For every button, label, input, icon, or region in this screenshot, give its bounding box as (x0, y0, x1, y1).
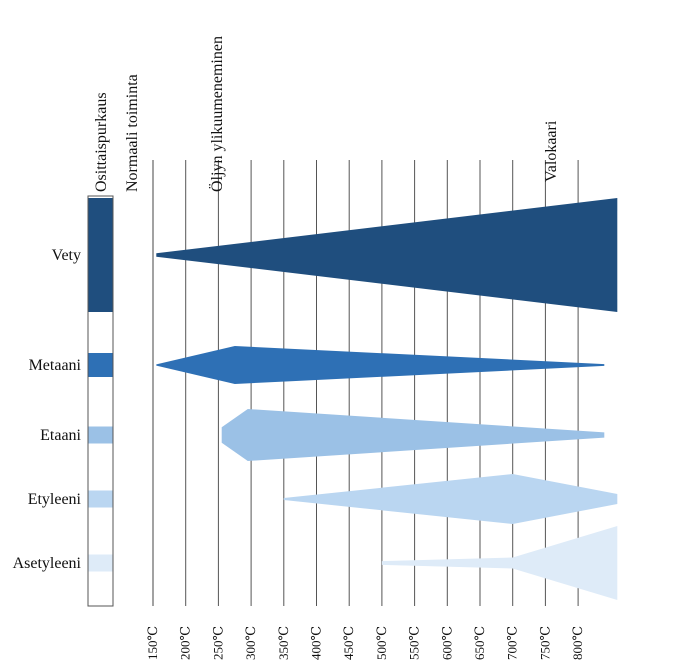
oil-overheating-label: Öljyn ylikuumeneminen (208, 36, 226, 192)
gas-wedge-etyleeni (283, 474, 618, 524)
gas-wedge-etaani (221, 409, 605, 461)
gas-label-vety: Vety (52, 247, 81, 264)
partial-discharge-column (87, 195, 114, 607)
tick-label: 500℃ (374, 626, 389, 660)
gas-wedge-asetyleeni (381, 526, 618, 600)
tick-label: 750℃ (537, 626, 552, 660)
gas-label-asetyleeni: Asetyleeni (13, 555, 82, 572)
tick-label: 150℃ (145, 626, 160, 660)
tick-label: 650℃ (472, 626, 487, 660)
gas-label-etaani: Etaani (40, 427, 81, 444)
tick-label: 800℃ (570, 626, 585, 660)
tick-label: 450℃ (341, 626, 356, 660)
tick-label: 350℃ (276, 626, 291, 660)
normal-operation-label: Normaali toiminta (124, 74, 141, 192)
tick-label: 600℃ (439, 626, 454, 660)
partial-discharge-bars (88, 198, 113, 572)
gas-label-etyleeni: Etyleeni (28, 491, 82, 508)
tick-label: 250℃ (210, 626, 225, 660)
tick-label: 550℃ (407, 626, 422, 660)
temperature-tick-labels: 150℃ 200℃ 250℃ 300℃ 350℃ 400℃ 450℃ 500℃ 550℃ 600℃… (145, 626, 585, 660)
pd-bar-vety (88, 198, 113, 312)
gas-wedges (156, 198, 618, 600)
pd-bar-etaani (88, 426, 113, 444)
gas-wedge-vety (156, 198, 618, 312)
tick-label: 700℃ (505, 626, 520, 660)
arc-label: Valokaari (543, 120, 560, 182)
gas-label-metaani: Metaani (29, 357, 82, 374)
partial-discharge-label: Osittaispurkaus (93, 92, 110, 192)
pd-bar-metaani (88, 353, 113, 377)
tick-label: 400℃ (309, 626, 324, 660)
gas-labels: Vety Metaani Etaani Etyleeni Asetyleeni (13, 247, 82, 572)
pd-bar-asetyleeni (88, 554, 113, 572)
pd-bar-etyleeni (88, 490, 113, 508)
tick-label: 200℃ (178, 626, 193, 660)
gas-wedge-metaani (156, 346, 605, 384)
tick-label: 300℃ (243, 626, 258, 660)
